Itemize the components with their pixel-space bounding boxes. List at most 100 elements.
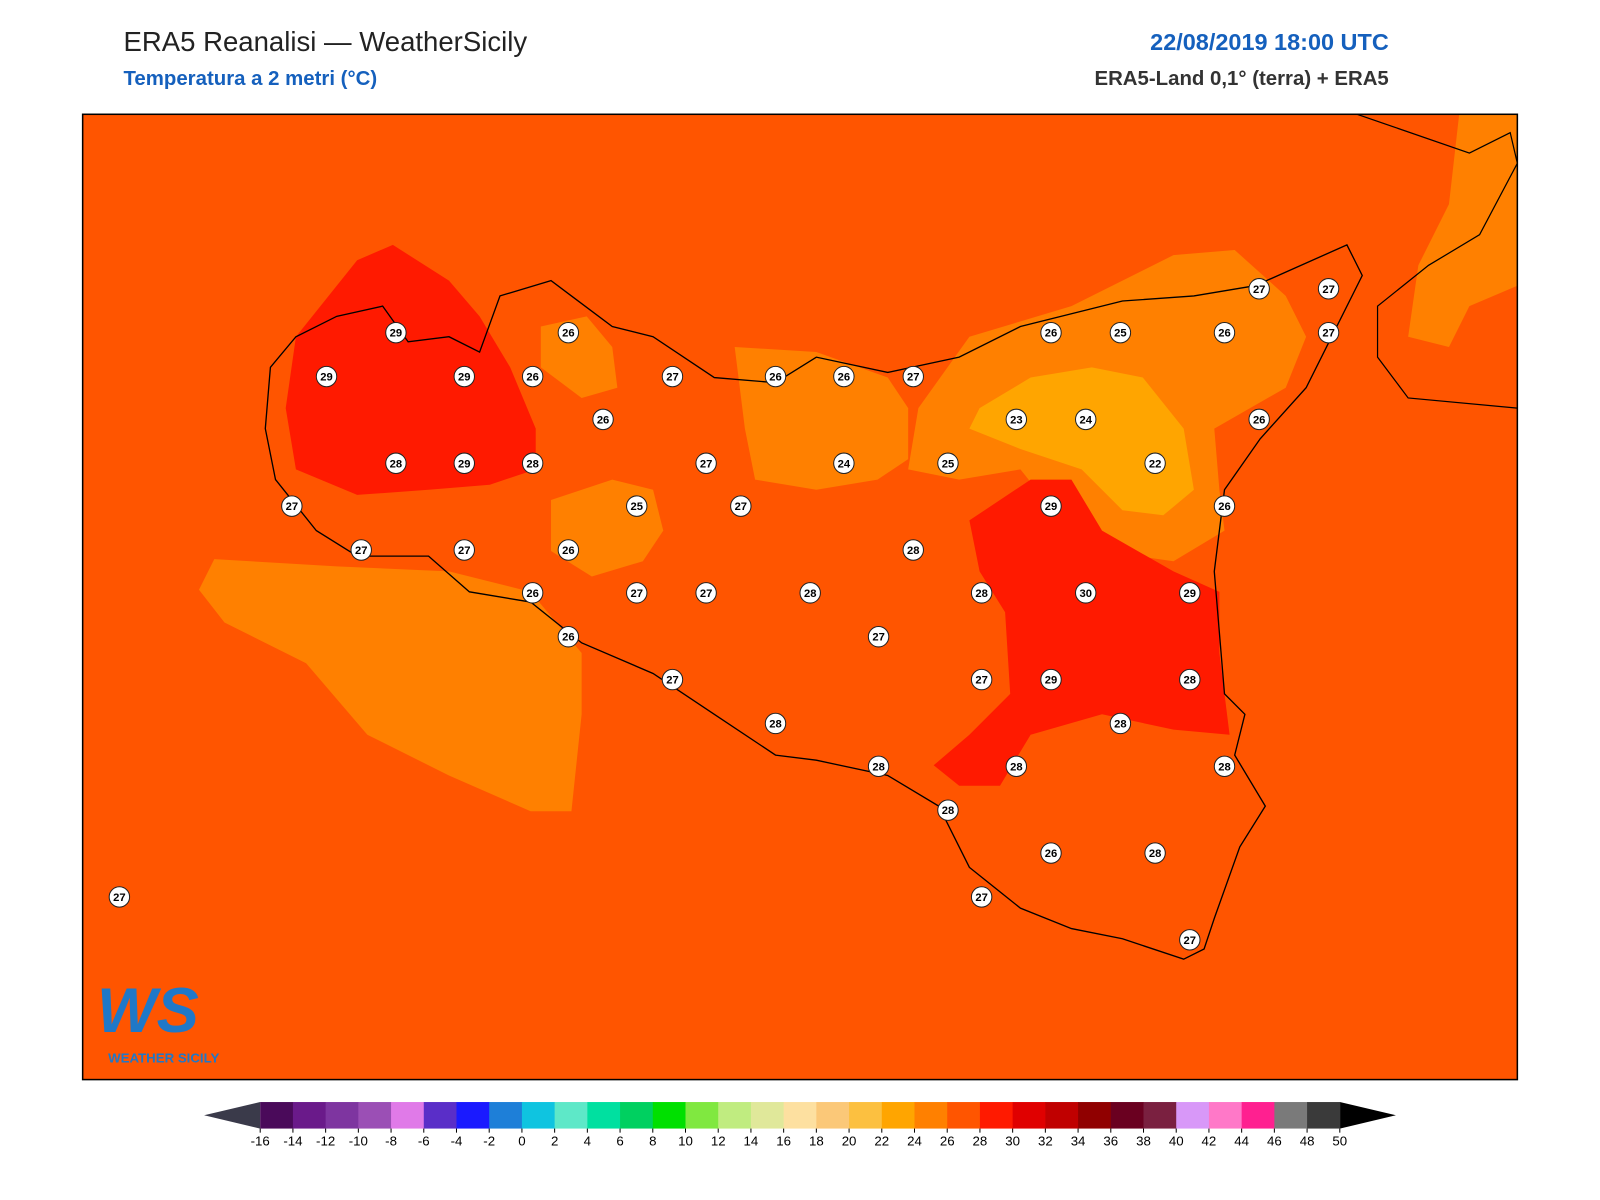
colorbar-tick-label: -12	[316, 1133, 335, 1148]
station-marker	[730, 495, 752, 517]
colorbar-bin	[881, 1102, 916, 1129]
colorbar-tick-label: 20	[842, 1133, 857, 1148]
station-marker	[453, 539, 475, 561]
colorbar-tick-label: 6	[616, 1133, 623, 1148]
station-value: 26	[1045, 848, 1057, 860]
station-marker	[867, 755, 890, 778]
station-marker	[557, 539, 580, 561]
colorbar-tick-label: -8	[385, 1133, 397, 1148]
colorbar-tick-label: 30	[1005, 1133, 1020, 1148]
station-marker	[315, 365, 338, 388]
station-value: 28	[526, 458, 538, 470]
station-value: 28	[872, 761, 884, 773]
station-marker	[661, 668, 684, 691]
station-marker	[1075, 408, 1097, 431]
station-marker	[1179, 929, 1201, 951]
coastline	[264, 244, 1363, 960]
colorbar-tick-label: 2	[551, 1133, 558, 1148]
station-value: 26	[526, 588, 538, 600]
colorbar-tick-label: -4	[451, 1133, 463, 1148]
contour	[1408, 114, 1518, 347]
station-value: 26	[1218, 501, 1230, 513]
contour	[969, 367, 1194, 516]
station-value: 27	[975, 675, 987, 687]
station-value: 26	[562, 632, 574, 644]
map: 29 26 29 29 26 27 26 26 27 26 28 29 28 27 24 25 27 25 27 27…	[81, 113, 1519, 1081]
colorbar-tick-label: 40	[1169, 1133, 1184, 1148]
station-value: 26	[597, 414, 609, 426]
station-value: 28	[804, 588, 816, 600]
station-marker	[902, 365, 924, 388]
colorbar-tick-label: 8	[649, 1133, 656, 1148]
colorbar-tick-label: 46	[1267, 1133, 1282, 1148]
station-value: 28	[1218, 761, 1230, 773]
station-marker	[695, 582, 717, 604]
station-marker	[1144, 452, 1166, 474]
colorbar-bin	[685, 1102, 719, 1129]
colorbar-bin	[816, 1102, 850, 1129]
colorbar-bin	[1176, 1102, 1210, 1129]
colorbar: -16 -14 -12 -10 -8 -6 -4 -2 0 2 4 6 8 10 12 14 16 18 20 22 2…	[204, 1102, 1396, 1148]
station-value: 29	[1045, 675, 1057, 687]
station-marker	[1179, 668, 1201, 691]
station-value: 27	[355, 545, 367, 557]
colorbar-bin	[1274, 1102, 1308, 1129]
station-marker	[1109, 321, 1132, 344]
station-marker	[970, 886, 993, 908]
station-marker	[626, 582, 648, 604]
station-marker	[695, 452, 717, 474]
station-marker	[970, 668, 993, 691]
logo: WS	[97, 976, 199, 1046]
colorbar-bin	[521, 1102, 556, 1129]
logo-name: WEATHER SICILY	[108, 1051, 219, 1066]
station-marker	[592, 408, 614, 431]
subtitle: Temperatura a 2 metri (°C)	[123, 68, 377, 90]
station-value: 27	[907, 372, 919, 384]
colorbar-tick-label: 36	[1103, 1133, 1118, 1148]
station-value: 24	[838, 458, 851, 470]
station-marker	[833, 452, 855, 474]
station-marker	[1248, 408, 1270, 431]
contour	[933, 479, 1230, 786]
station-marker	[764, 712, 787, 735]
colorbar-tick-label: 18	[809, 1133, 824, 1148]
colorbar-tick-label: 32	[1038, 1133, 1053, 1148]
station-value: 28	[1149, 848, 1161, 860]
station-marker	[937, 452, 959, 474]
station-value: 28	[769, 718, 781, 730]
station-marker	[1040, 668, 1062, 691]
station-value: 30	[1079, 588, 1091, 600]
colorbar-tick-label: 14	[744, 1133, 759, 1148]
colorbar-bin	[358, 1102, 392, 1129]
station-marker	[626, 495, 648, 517]
colorbar-bin	[1208, 1102, 1243, 1129]
colorbar-bin	[1012, 1102, 1046, 1129]
colorbar-bin	[783, 1102, 817, 1129]
station-value: 29	[458, 372, 470, 384]
station-value: 22	[1149, 458, 1161, 470]
station-value: 26	[838, 372, 850, 384]
station-value: 27	[735, 501, 747, 513]
station-value: 25	[942, 458, 954, 470]
colorbar-tick-label: 16	[776, 1133, 791, 1148]
station-value: 26	[562, 328, 574, 340]
station-marker	[1075, 582, 1097, 604]
station-marker	[1248, 278, 1270, 300]
station-value: 27	[1322, 328, 1334, 340]
station-marker	[557, 626, 580, 648]
station-marker	[453, 452, 475, 474]
colorbar-bin	[1307, 1102, 1341, 1129]
station-marker	[1144, 842, 1166, 864]
colorbar-bin	[1241, 1102, 1275, 1129]
station-value: 27	[1322, 284, 1334, 296]
colorbar-tick-label: 38	[1136, 1133, 1151, 1148]
station-value: 27	[1253, 284, 1265, 296]
colorbar-bin	[391, 1102, 425, 1129]
colorbar-bin	[489, 1102, 523, 1129]
station-value: 29	[1045, 501, 1057, 513]
station-value: 29	[390, 328, 402, 340]
colorbar-bin	[292, 1102, 327, 1129]
station-marker	[1040, 495, 1062, 517]
station-marker	[281, 495, 303, 517]
